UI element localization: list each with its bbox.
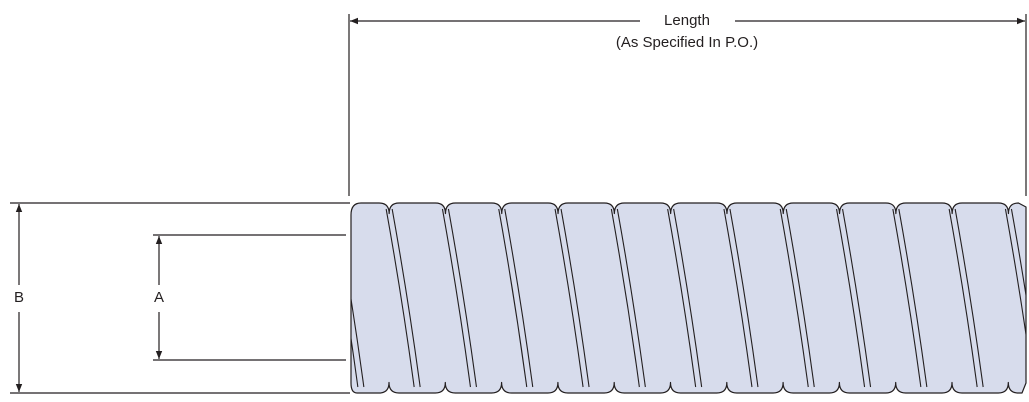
b-dimension-label: B bbox=[13, 288, 25, 308]
thread-line bbox=[898, 208, 928, 388]
thread-line bbox=[351, 208, 359, 388]
thread-line bbox=[779, 208, 809, 388]
length-note-label: (As Specified In P.O.) bbox=[615, 34, 759, 51]
thread-lines bbox=[351, 208, 1026, 388]
a-dimension-label: A bbox=[153, 288, 165, 308]
thread-line bbox=[610, 208, 640, 388]
thread-line bbox=[785, 208, 815, 388]
thread-line bbox=[441, 208, 471, 388]
thread-line bbox=[842, 208, 872, 388]
rod-outline bbox=[350, 202, 1027, 394]
threaded-rod bbox=[350, 202, 1027, 394]
thread-line bbox=[892, 208, 922, 388]
thread-line bbox=[673, 208, 703, 388]
b-dimension bbox=[10, 202, 350, 394]
thread-line bbox=[729, 208, 759, 388]
thread-line bbox=[616, 208, 646, 388]
thread-line bbox=[504, 208, 534, 388]
thread-line bbox=[447, 208, 477, 388]
thread-line bbox=[385, 208, 415, 388]
thread-line bbox=[723, 208, 753, 388]
thread-line bbox=[560, 208, 590, 388]
length-label: Length bbox=[660, 13, 714, 29]
thread-line bbox=[667, 208, 697, 388]
thread-line bbox=[948, 208, 978, 388]
thread-line bbox=[836, 208, 866, 388]
thread-line bbox=[391, 208, 421, 388]
thread-line bbox=[1004, 208, 1026, 388]
thread-line bbox=[554, 208, 584, 388]
thread-line bbox=[954, 208, 984, 388]
thread-line bbox=[351, 208, 365, 388]
a-dimension bbox=[153, 234, 346, 361]
length-dimension bbox=[348, 14, 1027, 196]
thread-line bbox=[498, 208, 528, 388]
thread-line bbox=[1010, 208, 1026, 388]
